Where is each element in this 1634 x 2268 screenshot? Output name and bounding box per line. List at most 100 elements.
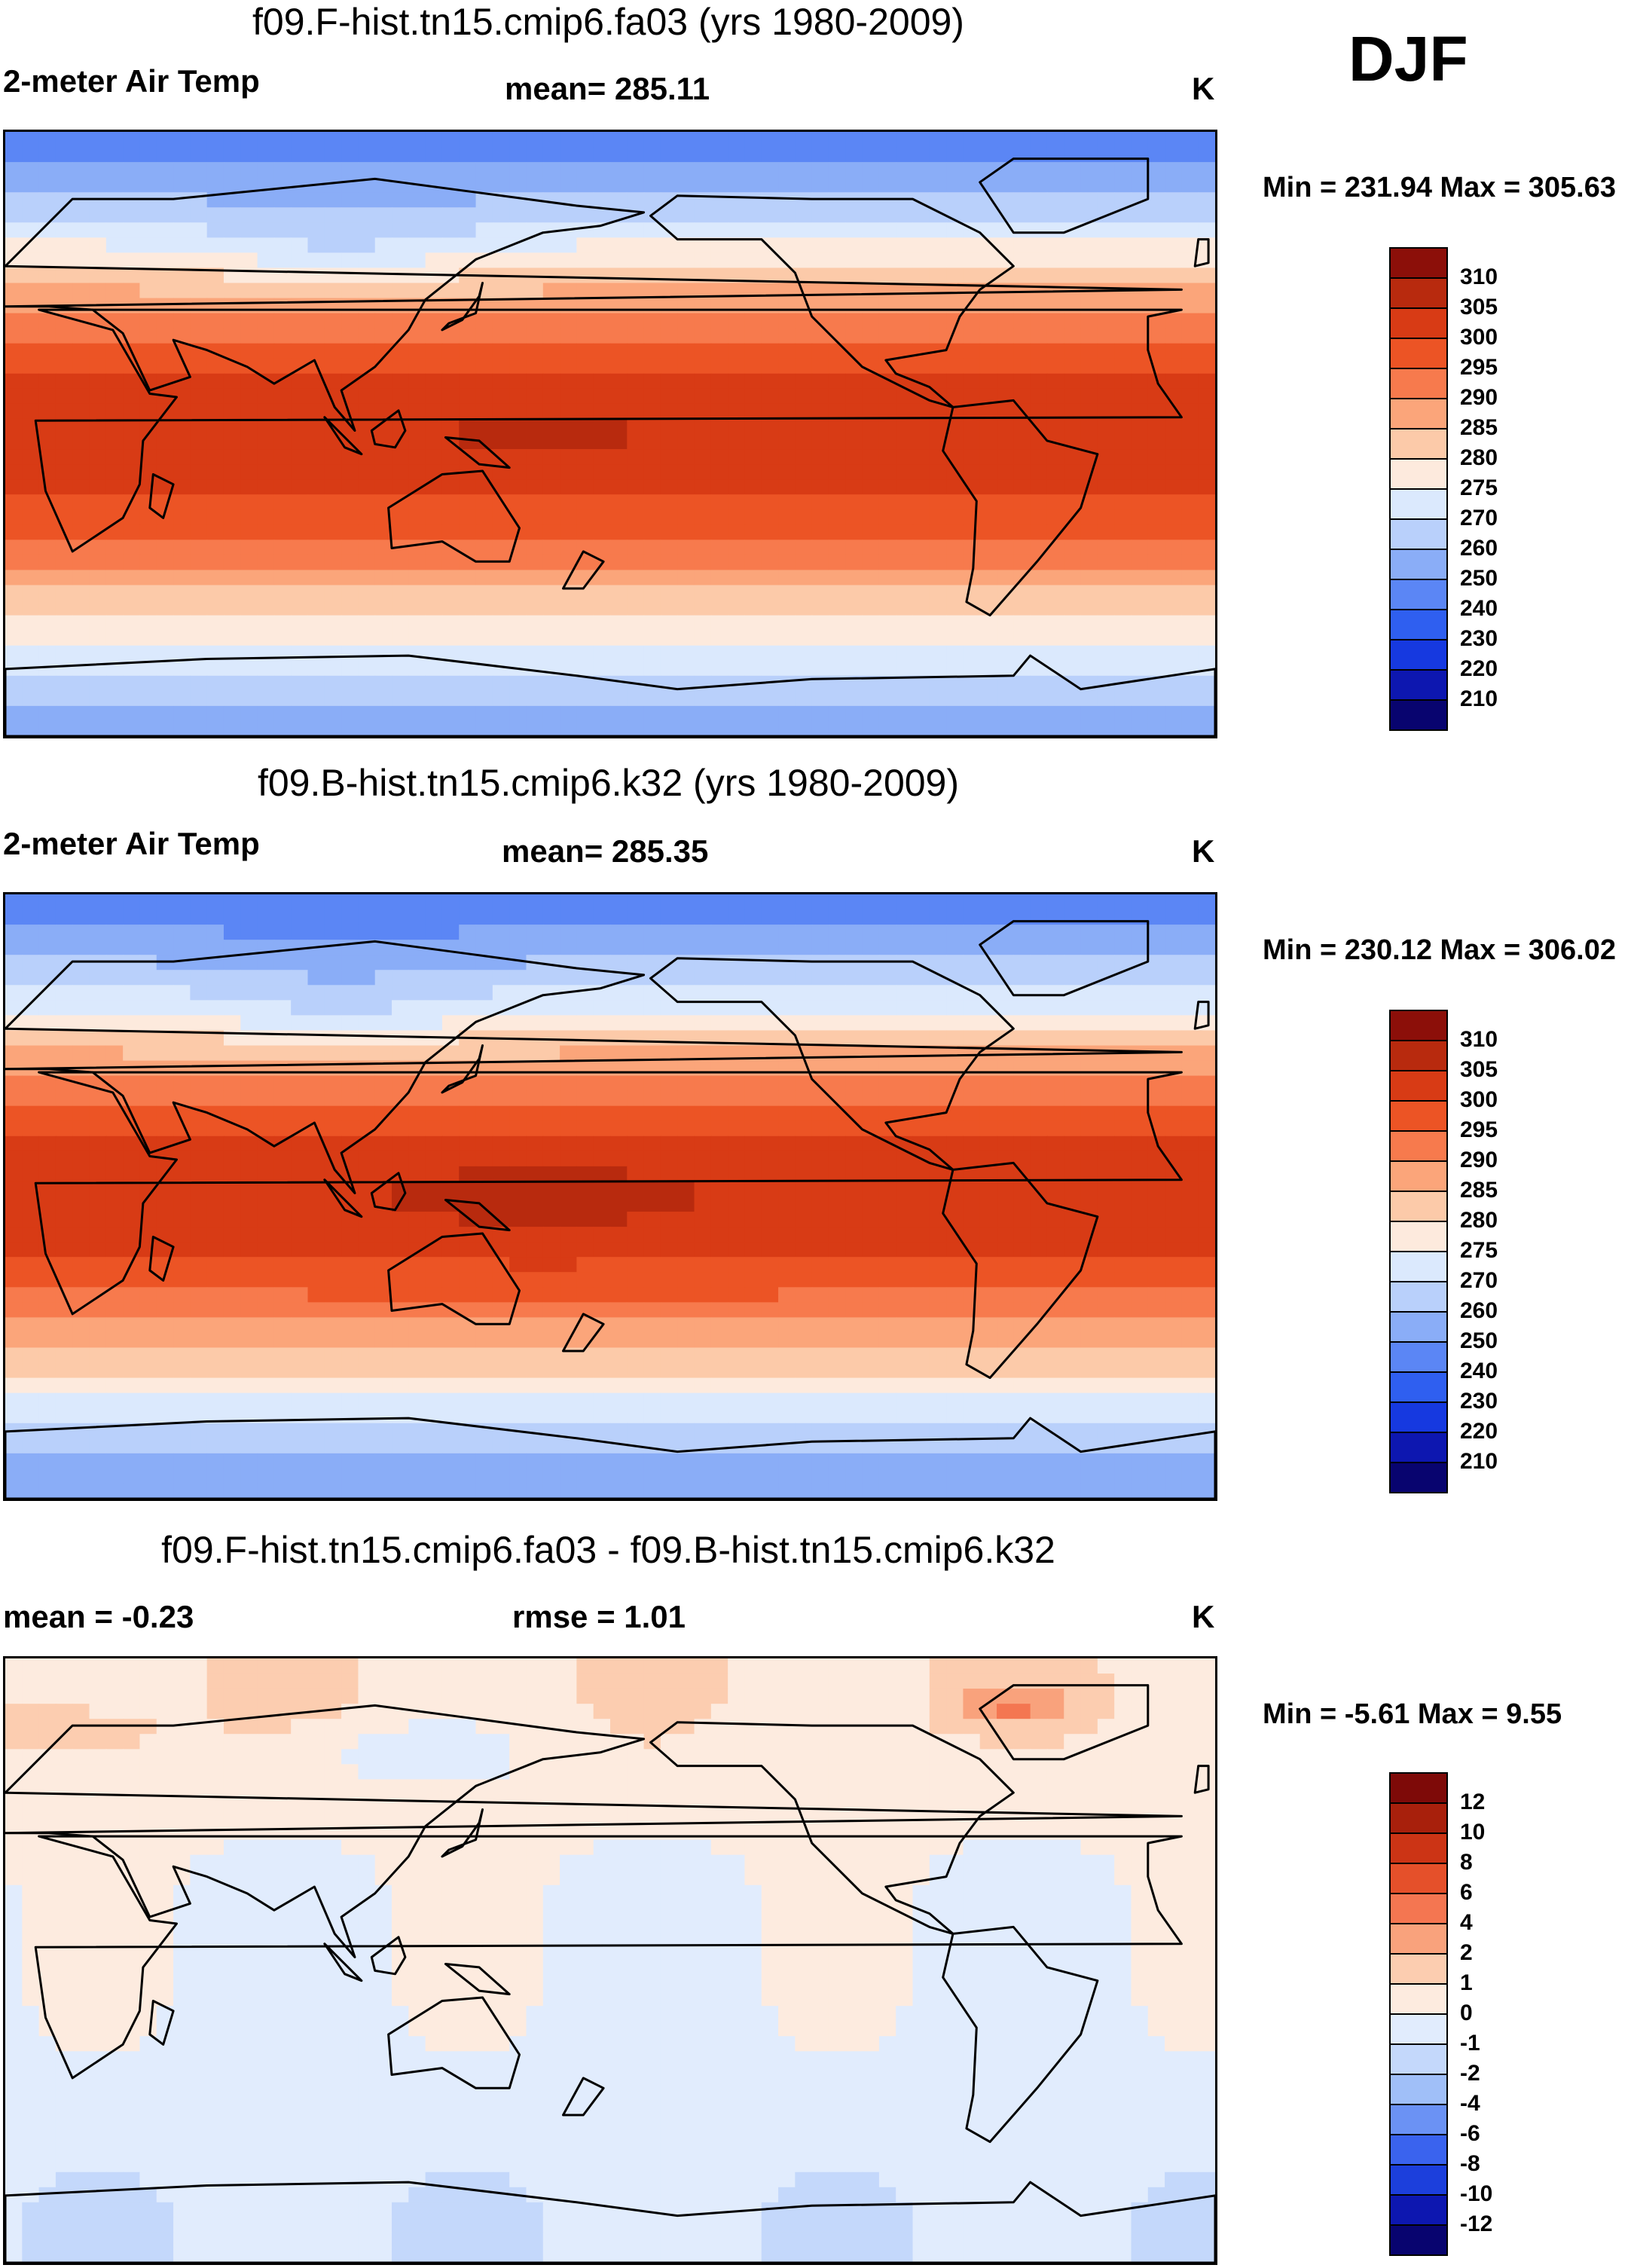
map-cell bbox=[459, 1015, 477, 1032]
map-cell bbox=[1165, 418, 1182, 435]
map-cell bbox=[5, 403, 23, 420]
map-cell bbox=[22, 1075, 40, 1092]
map-cell bbox=[946, 1257, 964, 1273]
map-cell bbox=[761, 1272, 779, 1288]
map-cell bbox=[358, 925, 376, 940]
map-cell bbox=[896, 570, 914, 586]
map-cell bbox=[542, 940, 560, 955]
map-cell bbox=[156, 1045, 174, 1062]
map-cell bbox=[710, 1197, 728, 1212]
map-cell bbox=[710, 1105, 728, 1122]
map-cell bbox=[1030, 1090, 1048, 1107]
map-cell bbox=[273, 720, 292, 736]
map-cell bbox=[929, 403, 947, 420]
map-cell bbox=[257, 298, 275, 314]
map-cell bbox=[912, 222, 930, 238]
map-cell bbox=[660, 1030, 678, 1047]
map-cell bbox=[22, 985, 40, 1001]
map-cell bbox=[22, 464, 40, 480]
map-cell bbox=[660, 1242, 678, 1258]
map-cell bbox=[341, 192, 359, 208]
map-cell bbox=[710, 1120, 728, 1137]
map-cell bbox=[509, 1317, 527, 1334]
map-cell bbox=[223, 1060, 241, 1077]
map-cell bbox=[1131, 1090, 1149, 1107]
map-cell bbox=[862, 403, 880, 420]
map-cell bbox=[307, 283, 325, 299]
map-cell bbox=[441, 494, 460, 510]
colorbar-box bbox=[1389, 639, 1448, 671]
map-cell bbox=[946, 940, 964, 955]
map-cell bbox=[795, 449, 813, 465]
map-cell bbox=[997, 252, 1014, 269]
map-cell bbox=[627, 464, 645, 480]
map-cell bbox=[509, 985, 527, 1001]
map-cell bbox=[1046, 555, 1064, 571]
map-cell bbox=[1030, 894, 1048, 910]
map-cell bbox=[492, 132, 510, 148]
map-cell bbox=[1030, 585, 1048, 601]
map-cell bbox=[542, 1045, 560, 1062]
map-cell bbox=[728, 940, 746, 955]
map-cell bbox=[1030, 403, 1048, 420]
map-cell bbox=[509, 1257, 527, 1273]
map-cell bbox=[38, 1045, 57, 1062]
map-cell bbox=[744, 925, 762, 940]
map-cell bbox=[475, 358, 493, 374]
map-cell bbox=[660, 418, 678, 435]
map-cell bbox=[744, 132, 762, 148]
map-cell bbox=[509, 1136, 527, 1152]
map-cell bbox=[273, 1287, 292, 1303]
map-cell bbox=[660, 1287, 678, 1303]
map-cell bbox=[593, 955, 611, 970]
map-cell bbox=[710, 1060, 728, 1077]
map-cell bbox=[123, 388, 141, 405]
map-cell bbox=[1013, 192, 1031, 208]
map-cell bbox=[627, 1317, 645, 1334]
map-cell bbox=[89, 449, 107, 465]
map-cell bbox=[1097, 1197, 1115, 1212]
map-cell bbox=[374, 690, 392, 707]
map-cell bbox=[542, 524, 560, 540]
map-cell bbox=[979, 1151, 997, 1167]
map-cell bbox=[778, 1227, 796, 1243]
map-cell bbox=[1198, 464, 1215, 480]
map-cell bbox=[963, 970, 981, 986]
map-cell bbox=[744, 615, 762, 631]
map-cell bbox=[744, 494, 762, 510]
map-cell bbox=[660, 940, 678, 955]
map-cell bbox=[1064, 955, 1082, 970]
map-cell bbox=[912, 267, 930, 284]
map-cell bbox=[526, 660, 544, 677]
map-cell bbox=[459, 1197, 477, 1212]
map-cell bbox=[1147, 434, 1165, 450]
map-cell bbox=[963, 894, 981, 910]
map-cell bbox=[963, 1166, 981, 1182]
map-cell bbox=[273, 1227, 292, 1243]
map-cell bbox=[324, 222, 342, 238]
map-cell bbox=[1131, 1075, 1149, 1092]
map-cell bbox=[1198, 970, 1215, 986]
map-cell bbox=[55, 283, 73, 299]
map-cell bbox=[190, 705, 208, 722]
map-cell bbox=[1131, 720, 1149, 736]
map-cell bbox=[123, 373, 141, 390]
map-cell bbox=[643, 1242, 661, 1258]
map-cell bbox=[828, 1015, 846, 1032]
map-cell bbox=[694, 705, 712, 722]
map-cell bbox=[1064, 1227, 1082, 1243]
map-cell bbox=[223, 585, 241, 601]
map-cell bbox=[374, 418, 392, 435]
map-cell bbox=[459, 985, 477, 1001]
map-cell bbox=[862, 147, 880, 163]
map-cell bbox=[946, 494, 964, 510]
map-cell bbox=[526, 449, 544, 465]
map-cell bbox=[139, 313, 157, 329]
map-cell bbox=[509, 1090, 527, 1107]
map-cell bbox=[1198, 539, 1215, 555]
map-cell bbox=[593, 1090, 611, 1107]
map-cell bbox=[862, 298, 880, 314]
map-cell bbox=[492, 1105, 510, 1122]
map-cell bbox=[358, 267, 376, 284]
map-cell bbox=[105, 283, 124, 299]
